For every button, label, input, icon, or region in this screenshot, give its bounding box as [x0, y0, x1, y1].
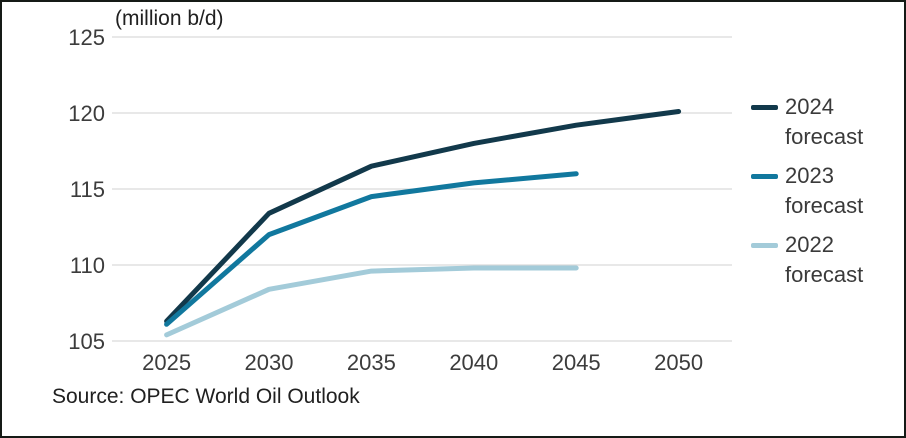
legend-label-line1: 2023 [785, 163, 834, 188]
source-caption: Source: OPEC World Oil Outlook [52, 385, 360, 408]
legend-label-line1: 2022 [785, 232, 834, 257]
x-tick-label: 2045 [552, 350, 601, 375]
legend-label-line2: forecast [785, 193, 864, 218]
series-line-2024-forecast [164, 109, 682, 324]
y-axis-unit-label: (million b/d) [115, 7, 224, 30]
x-tick-label: 2050 [654, 350, 703, 375]
y-tick-label: 110 [70, 253, 105, 278]
legend-label: 2024 forecast [785, 92, 863, 152]
x-tick-label: 2035 [347, 350, 396, 375]
x-tick-label: 2040 [449, 350, 498, 375]
legend-label-line2: forecast [785, 124, 864, 149]
x-tick-label: 2030 [245, 350, 294, 375]
legend-label-line1: 2024 [785, 94, 834, 119]
series-line-2022-forecast [164, 265, 579, 338]
legend-swatch-icon [751, 243, 778, 248]
legend-swatch-icon [751, 174, 778, 179]
series-line-2023-forecast [164, 171, 579, 327]
legend-swatch-icon [751, 105, 778, 110]
y-tick-label: 120 [68, 101, 105, 126]
legend-label: 2022 forecast [785, 230, 863, 290]
y-tick-label: 125 [68, 25, 105, 50]
legend-item-2024-forecast: 2024 forecast [751, 92, 863, 152]
y-tick-label: 105 [68, 329, 105, 354]
y-tick-label: 115 [70, 177, 105, 202]
x-tick-label: 2025 [142, 350, 191, 375]
legend-item-2023-forecast: 2023 forecast [751, 161, 863, 221]
chart-legend: 2024 forecast 2023 forecast 2022 forecast [751, 92, 863, 299]
legend-label: 2023 forecast [785, 161, 863, 221]
legend-label-line2: forecast [785, 262, 864, 287]
legend-item-2022-forecast: 2022 forecast [751, 230, 863, 290]
